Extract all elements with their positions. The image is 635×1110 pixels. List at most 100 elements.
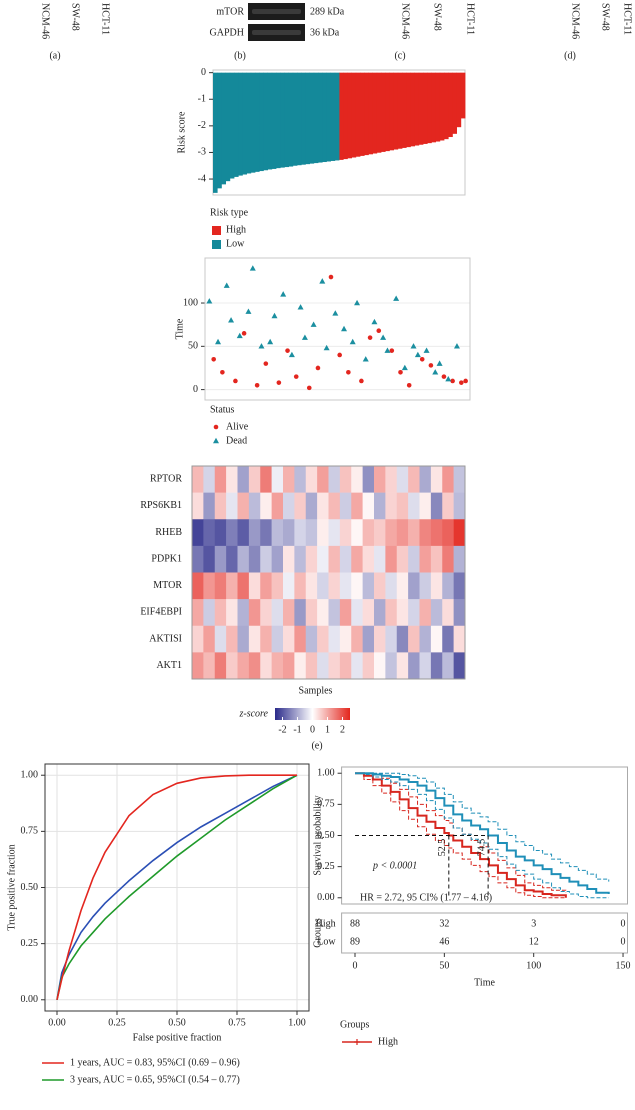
heat-cell bbox=[237, 599, 250, 627]
heat-cell bbox=[226, 492, 238, 520]
legend-marker bbox=[213, 437, 219, 444]
panel-label: (b) bbox=[234, 50, 246, 61]
heat-cell bbox=[362, 466, 375, 493]
point bbox=[228, 317, 235, 323]
bar bbox=[250, 72, 256, 173]
heat-cell bbox=[203, 545, 216, 573]
colorbar bbox=[275, 708, 350, 720]
heat-cell bbox=[453, 599, 466, 627]
risk-count: 12 bbox=[529, 936, 539, 947]
point bbox=[220, 369, 225, 375]
point bbox=[349, 338, 356, 345]
colorbar-tick-label: 2 bbox=[340, 724, 345, 735]
heat-cell bbox=[374, 599, 386, 627]
heat-cell bbox=[271, 652, 284, 680]
point bbox=[280, 291, 287, 297]
survival-curve bbox=[355, 772, 567, 898]
point bbox=[328, 274, 334, 280]
point bbox=[288, 351, 295, 358]
heat-cell bbox=[305, 492, 318, 520]
bar bbox=[259, 72, 264, 172]
heat-cell bbox=[396, 492, 409, 520]
bar bbox=[276, 72, 281, 169]
colorbar-label: z-score bbox=[238, 708, 268, 719]
bar bbox=[280, 72, 285, 168]
heat-cell bbox=[317, 652, 329, 680]
heat-cell bbox=[294, 519, 307, 547]
risk-table-label: Groups bbox=[312, 918, 323, 948]
heat-cell bbox=[271, 599, 284, 627]
bar bbox=[435, 72, 441, 142]
heat-cell bbox=[260, 466, 272, 493]
heat-cell bbox=[453, 492, 466, 520]
point bbox=[419, 357, 425, 362]
heat-cell bbox=[396, 652, 409, 680]
hazard-ratio: HR = 2.72, 95 CI% (1.77 – 4.16) bbox=[360, 892, 492, 903]
point bbox=[297, 304, 304, 310]
bar bbox=[439, 72, 445, 141]
heat-cell bbox=[351, 625, 363, 653]
point bbox=[206, 298, 213, 304]
heat-cell bbox=[203, 492, 216, 520]
point bbox=[293, 374, 299, 379]
heat-cell bbox=[396, 466, 409, 493]
heat-cell bbox=[430, 625, 443, 653]
y-tick-label: 0 bbox=[201, 67, 206, 78]
heat-cell bbox=[351, 545, 363, 573]
point bbox=[376, 328, 382, 334]
heat-cell bbox=[408, 519, 420, 547]
heat-cell bbox=[419, 599, 432, 627]
x-axis-label: Samples bbox=[299, 685, 333, 696]
bar bbox=[397, 72, 403, 149]
bar bbox=[267, 72, 273, 170]
risk-row-label: Low bbox=[317, 936, 336, 947]
ci-line bbox=[355, 772, 566, 899]
y-tick-label: 0.25 bbox=[317, 861, 335, 872]
y-tick-label: 0 bbox=[193, 384, 198, 395]
heat-cell bbox=[192, 466, 204, 493]
heat-cell bbox=[271, 466, 284, 493]
point bbox=[445, 376, 452, 382]
point bbox=[263, 361, 269, 366]
bar bbox=[297, 72, 302, 166]
bar bbox=[309, 72, 315, 164]
x-tick-label: 0.75 bbox=[228, 1017, 246, 1028]
heat-cell bbox=[442, 652, 454, 680]
heat-cell bbox=[305, 519, 318, 547]
bar bbox=[456, 72, 462, 128]
point bbox=[423, 347, 430, 353]
heat-cell bbox=[226, 599, 238, 627]
point bbox=[398, 369, 403, 375]
heat-cell bbox=[362, 492, 375, 520]
heat-cell bbox=[214, 466, 227, 493]
point bbox=[332, 310, 339, 316]
heat-cell bbox=[408, 625, 420, 653]
y-tick-label: 0.75 bbox=[21, 826, 39, 837]
heat-cell bbox=[192, 625, 204, 653]
bar bbox=[242, 72, 247, 175]
heat-cell bbox=[419, 519, 432, 547]
point bbox=[371, 318, 378, 325]
blot-size: 36 kDa bbox=[310, 27, 340, 38]
cell-line-label: HCT-11 bbox=[100, 3, 111, 35]
bar bbox=[360, 72, 365, 156]
point bbox=[337, 352, 342, 358]
heat-cell bbox=[385, 519, 398, 547]
heat-cell bbox=[203, 519, 216, 547]
heat-cell bbox=[294, 492, 307, 520]
heat-cell bbox=[442, 492, 454, 520]
legend-swatch bbox=[212, 226, 221, 235]
risk-row-label: High bbox=[316, 918, 336, 929]
point bbox=[341, 325, 348, 332]
heat-cell bbox=[192, 572, 204, 600]
heat-cell bbox=[419, 625, 432, 653]
heat-cell bbox=[339, 652, 352, 680]
heat-cell bbox=[283, 572, 295, 600]
panel-label: (c) bbox=[394, 50, 405, 61]
heat-cell bbox=[294, 466, 307, 493]
heat-cell bbox=[419, 652, 432, 680]
heat-cell bbox=[248, 466, 261, 493]
row-label: EIF4EBPI bbox=[140, 607, 182, 618]
legend-label: Alive bbox=[226, 421, 249, 432]
